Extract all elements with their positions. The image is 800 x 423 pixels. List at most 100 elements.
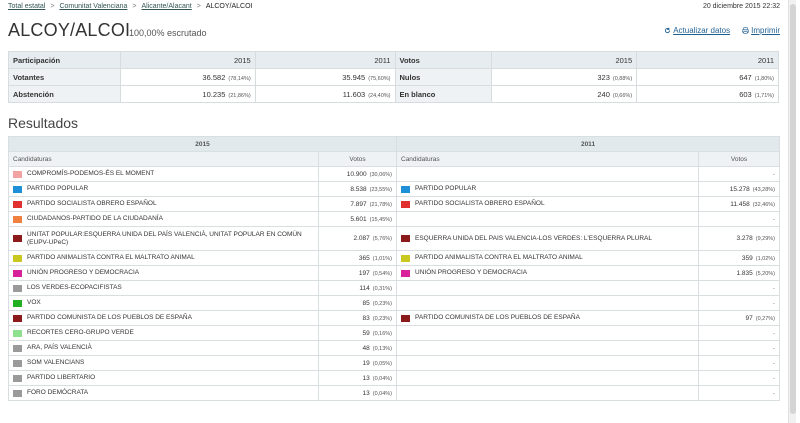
- year-header: 2011: [636, 51, 779, 69]
- candidate-cell-2015: PARTIDO POPULAR: [8, 181, 319, 197]
- breadcrumb: Total estatal > Comunitat Valenciana > A…: [8, 3, 253, 10]
- vote-count: 10.900: [346, 170, 367, 178]
- party-color-swatch: [13, 329, 22, 337]
- breadcrumb-separator: >: [132, 3, 137, 10]
- party-name: COMPROMÍS-PODEMOS-ÉS EL MOMENT: [27, 170, 155, 177]
- empty-value: -: [697, 355, 781, 371]
- vote-percent: (43,28%): [752, 186, 776, 193]
- candidate-cell-2015: ARA, PAÍS VALENCIÀ: [8, 340, 319, 356]
- votes-cell-2015: 8.538 (23,55%): [318, 181, 397, 197]
- votes-cell-2011: 11.458 (32,46%): [697, 196, 781, 212]
- column-header-votos: Votos: [697, 151, 781, 167]
- results-table: 2015 2011 Candidaturas Votos Candidatura…: [8, 136, 781, 401]
- empty-value: -: [697, 211, 781, 227]
- breadcrumb-link-provincia[interactable]: Alicante/Alacant: [141, 3, 192, 10]
- party-color-swatch: [13, 359, 22, 367]
- party-name: PARTIDO COMUNISTA DE LOS PUEBLOS DE ESPA…: [415, 314, 580, 321]
- result-row: VOX 85 (0,23%) -: [8, 295, 781, 311]
- candidate-cell-2011: PARTIDO COMUNISTA DE LOS PUEBLOS DE ESPA…: [396, 310, 699, 326]
- votes-heading: Votos: [394, 51, 493, 69]
- candidate-cell-2011: UNIÓN PROGRESO Y DEMOCRACIA: [396, 265, 699, 281]
- party-name: PARTIDO ANIMALISTA CONTRA EL MALTRATO AN…: [415, 254, 583, 261]
- breadcrumb-link-total-estatal[interactable]: Total estatal: [8, 3, 46, 10]
- value-cell: 11.603 (24,40%): [254, 85, 396, 103]
- result-row: RECORTES CERO-GRUPO VERDE 59 (0,16%) -: [8, 325, 781, 341]
- vote-percent: (0,13%): [372, 345, 392, 352]
- candidate-cell-2011: PARTIDO SOCIALISTA OBRERO ESPAÑOL: [396, 196, 699, 212]
- party-color-swatch: [13, 215, 22, 223]
- print-button[interactable]: Imprimir: [742, 26, 780, 35]
- value-cell: 647 (1,80%): [636, 68, 779, 86]
- candidate-cell-2015: PARTIDO LIBERTARIO: [8, 370, 319, 386]
- party-color-swatch: [13, 344, 22, 352]
- empty-value: -: [697, 385, 781, 401]
- year-header-2011: 2011: [395, 136, 781, 152]
- vote-count: 5.601: [350, 215, 367, 223]
- percent: (0,66%): [612, 92, 633, 99]
- party-color-swatch: [13, 314, 22, 322]
- scrollbar-thumb[interactable]: [790, 4, 796, 414]
- results-body: COMPROMÍS-PODEMOS-ÉS EL MOMENT 10.900 (30,…: [8, 166, 781, 401]
- votes-cell-2015: 5.601 (15,45%): [318, 211, 397, 227]
- vote-count: 97: [745, 314, 753, 322]
- party-name: UNITAT POPULAR:ESQUERRA UNIDA DEL PAÍS V…: [27, 230, 302, 246]
- votes-cell-2011: 1.835 (5,20%): [697, 265, 781, 281]
- empty-value: -: [697, 295, 781, 311]
- percent: (1,71%): [754, 92, 774, 99]
- value-cell: 323 (0,88%): [491, 68, 638, 86]
- value: 240: [597, 89, 610, 99]
- year-header: 2011: [254, 51, 396, 69]
- party-color-swatch: [13, 200, 22, 208]
- candidate-cell-2011: [396, 211, 699, 227]
- party-color-swatch: [401, 314, 410, 322]
- candidate-cell-2015: PARTIDO SOCIALISTA OBRERO ESPAÑOL: [8, 196, 319, 212]
- vote-count: 13: [362, 374, 370, 382]
- page-scrollbar[interactable]: [788, 0, 796, 423]
- breadcrumb-separator: >: [50, 3, 55, 10]
- party-name: ARA, PAÍS VALENCIÀ: [27, 344, 92, 351]
- party-name: VOX: [27, 299, 41, 306]
- party-color-swatch: [13, 269, 22, 277]
- value-cell: 240 (0,66%): [491, 85, 638, 103]
- vote-percent: (0,31%): [372, 285, 392, 292]
- result-row: FORO DEMÓCRATA 13 (0,04%) -: [8, 385, 781, 401]
- votes-cell-2015: 19 (0,05%): [318, 355, 397, 371]
- refresh-button[interactable]: Actualizar datos: [664, 26, 730, 35]
- candidate-cell-2011: [396, 385, 699, 401]
- empty-value: -: [697, 370, 781, 386]
- vote-percent: (5,76%): [372, 236, 392, 242]
- breadcrumb-current: ALCOY/ALCOI: [205, 3, 253, 10]
- votes-cell-2011: 97 (0,27%): [697, 310, 781, 326]
- empty-value: -: [697, 325, 781, 341]
- vote-percent: (1,01%): [372, 255, 392, 262]
- vote-percent: (23,55%): [369, 186, 392, 193]
- vote-percent: (0,23%): [372, 315, 392, 322]
- votes-cell-2011: 15.278 (43,28%): [697, 181, 781, 197]
- party-color-swatch: [13, 374, 22, 382]
- percent: (78,14%): [228, 75, 251, 82]
- party-name: FORO DEMÓCRATA: [27, 389, 89, 396]
- candidate-cell-2011: [396, 355, 699, 371]
- value-cell: 603 (1,71%): [636, 85, 779, 103]
- vote-count: 19: [362, 359, 370, 367]
- candidate-cell-2011: [396, 340, 699, 356]
- vote-percent: (9,29%): [755, 236, 776, 242]
- empty-value: -: [697, 340, 781, 356]
- vote-percent: (0,16%): [372, 330, 392, 337]
- votes-cell-2015: 114 (0,31%): [318, 280, 397, 296]
- party-color-swatch: [13, 170, 22, 178]
- vote-count: 359: [741, 254, 753, 262]
- percent: (0,88%): [612, 75, 633, 82]
- participation-header-row: Participación 2015 2011 Votos 2015 2011: [8, 51, 779, 69]
- vote-count: 83: [362, 314, 370, 322]
- party-name: CIUDADANOS-PARTIDO DE LA CIUDADANÍA: [27, 215, 163, 222]
- breadcrumb-link-comunitat[interactable]: Comunitat Valenciana: [59, 3, 128, 10]
- candidate-cell-2015: RECORTES CERO-GRUPO VERDE: [8, 325, 319, 341]
- result-row: PARTIDO POPULAR 8.538 (23,55%) PARTIDO POPU…: [8, 181, 781, 197]
- votes-cell-2015: 85 (0,23%): [318, 295, 397, 311]
- value: 11.603: [342, 89, 366, 99]
- party-name: PARTIDO POPULAR: [27, 185, 89, 192]
- votes-cell-2011: 3.278 (9,29%): [697, 226, 781, 251]
- vote-percent: (0,04%): [372, 375, 392, 382]
- vote-count: 13: [362, 389, 370, 397]
